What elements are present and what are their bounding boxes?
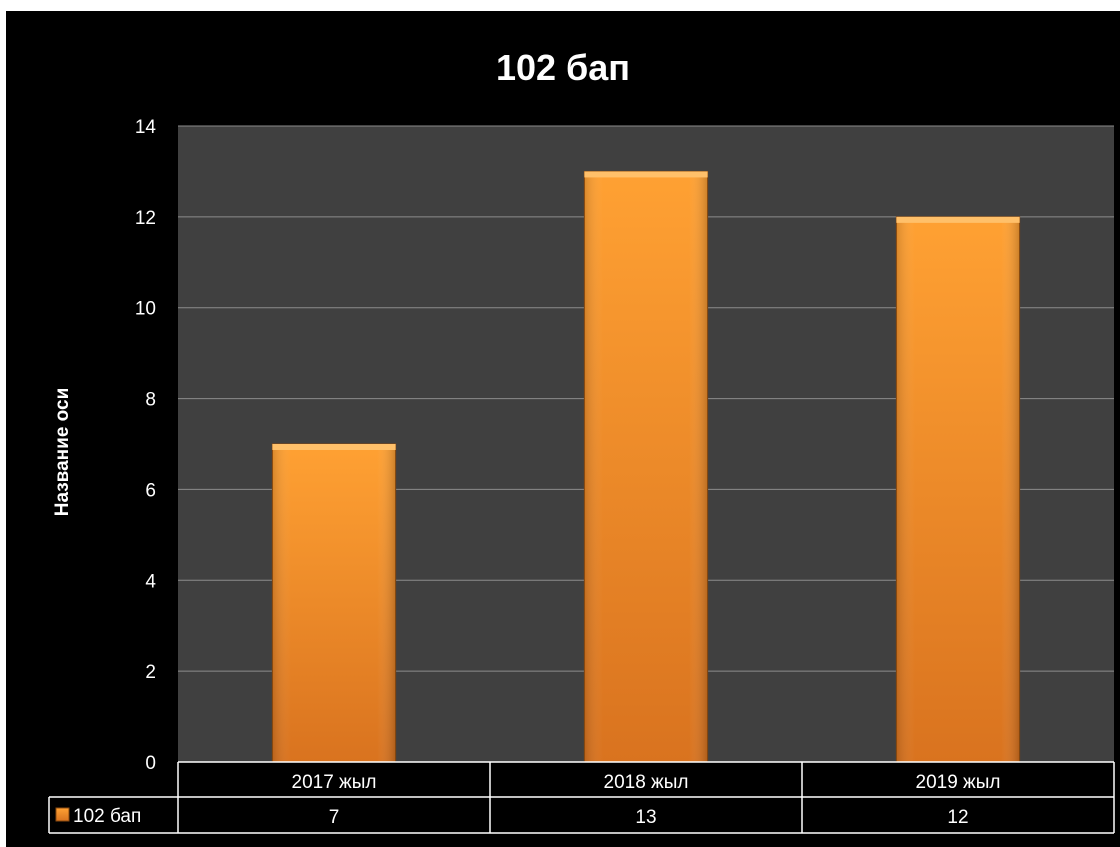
y-axis-title: Название оси [52, 388, 73, 517]
y-tick-label: 4 [145, 571, 156, 592]
x-category-label: 2019 жыл [916, 772, 1001, 793]
y-axis-ticks: 0 2 4 6 8 10 12 14 [135, 117, 157, 774]
y-tick-label: 2 [145, 662, 156, 683]
legend-series-name: 102 бап [73, 806, 141, 827]
data-table-value: 7 [329, 807, 340, 828]
x-category-label: 2018 жыл [604, 772, 689, 793]
bar-cap [272, 444, 396, 450]
data-table: 2017 жыл 7 2018 жыл 13 2019 жыл 12 102 бап [48, 761, 1115, 834]
bar-cap [896, 216, 1020, 223]
legend-key [55, 807, 70, 822]
bar-shading [272, 444, 396, 762]
y-tick-label: 10 [135, 299, 156, 320]
bars [271, 170, 1021, 763]
y-tick-label: 8 [145, 390, 156, 411]
y-tick-label: 14 [135, 117, 157, 138]
x-category-label: 2017 жыл [292, 772, 377, 793]
bar-cap [584, 171, 708, 178]
y-tick-label: 0 [145, 753, 156, 774]
data-table-value: 12 [947, 807, 968, 828]
y-tick-label: 12 [135, 208, 156, 229]
bar-shading [896, 216, 1020, 762]
data-table-value: 13 [635, 807, 656, 828]
chart-title: 102 бап [496, 47, 630, 88]
bar-shading [584, 171, 708, 762]
y-tick-label: 6 [145, 480, 156, 501]
bar-chart: 102 бап Название оси 0 2 4 6 8 10 12 14 2017 жы… [48, 47, 1115, 834]
chart-container: 102 бап Название оси 0 2 4 6 8 10 12 14 2017 жы… [6, 11, 1120, 847]
